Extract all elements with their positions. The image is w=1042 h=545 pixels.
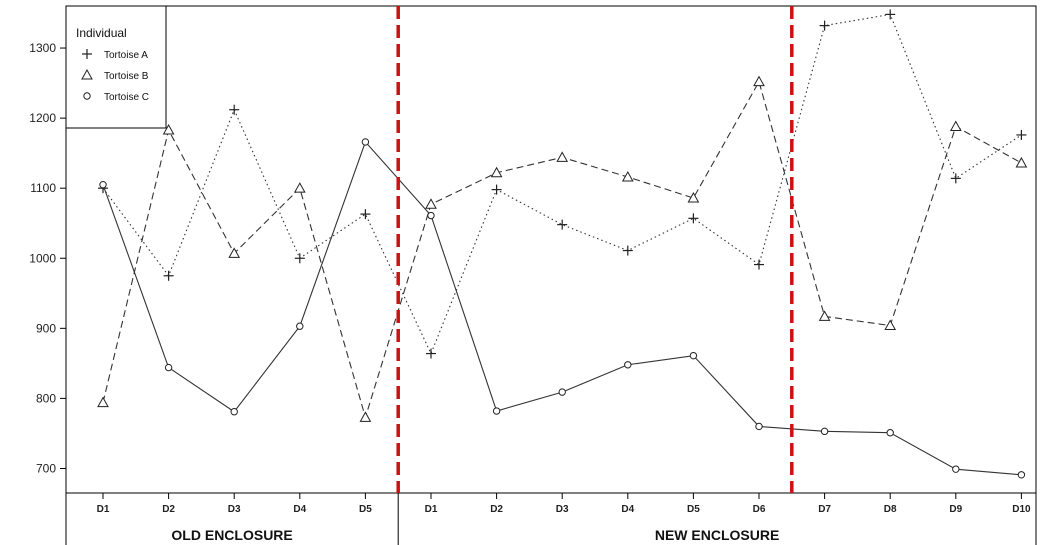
series-line-1	[102, 13, 1022, 355]
legend-marker	[82, 49, 92, 59]
series-line-2	[102, 80, 1022, 420]
y-tick-label: 1300	[29, 41, 56, 55]
legend-marker	[83, 92, 91, 100]
data-point	[621, 170, 634, 182]
data-point	[359, 411, 372, 422]
data-point	[818, 310, 831, 321]
data-point	[229, 104, 240, 115]
plot-frame	[65, 5, 1037, 494]
x-tick-label: D4	[293, 504, 306, 515]
data-point	[427, 211, 435, 220]
x-tick-label: D7	[818, 504, 831, 515]
data-point	[950, 173, 961, 184]
x-tick-label: D8	[884, 504, 897, 515]
legend-box	[65, 5, 167, 129]
y-tick-label: 1200	[29, 111, 56, 125]
group-label: OLD ENCLOSURE	[171, 527, 292, 543]
x-tick-label: D3	[228, 504, 241, 515]
data-point	[753, 75, 765, 87]
data-point	[949, 120, 962, 132]
legend-title: Individual	[76, 26, 127, 40]
data-point	[230, 408, 238, 416]
x-tick-label: D10	[1012, 504, 1031, 515]
data-point	[819, 20, 830, 31]
x-tick-label: D5	[687, 504, 700, 515]
data-point	[558, 388, 566, 396]
x-tick-label: D2	[162, 504, 175, 515]
separator-lines	[396, 6, 794, 493]
data-point	[360, 209, 371, 220]
data-point	[228, 247, 241, 258]
data-point	[687, 191, 700, 203]
data-point	[885, 9, 896, 20]
data-point	[492, 407, 501, 415]
data-point	[556, 151, 569, 162]
data-point	[884, 319, 897, 331]
y-axis: 700 800 900 1000 1100 1200 1300	[29, 41, 66, 475]
y-tick-label: 1100	[30, 181, 56, 195]
x-tick-label: D4	[621, 504, 634, 515]
data-point	[754, 259, 764, 270]
data-point	[622, 245, 633, 256]
data-point	[689, 351, 698, 360]
y-tick-label: 800	[36, 391, 56, 405]
data-point	[557, 219, 568, 230]
legend-label: Tortoise B	[104, 71, 149, 82]
y-tick-label: 700	[36, 461, 56, 475]
y-tick-label: 900	[36, 321, 56, 335]
x-tick-label: D1	[97, 504, 110, 515]
data-point	[425, 198, 437, 209]
data-point	[755, 422, 763, 431]
data-point	[361, 138, 370, 146]
data-point	[952, 465, 960, 473]
data-point	[491, 184, 502, 195]
data-point	[296, 322, 304, 330]
data-point	[886, 429, 894, 437]
data-point	[99, 180, 107, 189]
legend-marker	[81, 68, 93, 80]
data-point	[1016, 129, 1027, 140]
x-tick-label: D3	[556, 504, 569, 515]
legend-label: Tortoise C	[104, 92, 149, 103]
x-tick-label: D5	[359, 504, 372, 515]
data-point	[624, 361, 632, 369]
legend-label: Tortoise A	[104, 50, 148, 61]
data-point	[820, 427, 829, 436]
legend-items: Tortoise A Tortoise B Tortoise C	[81, 49, 149, 103]
group-label: NEW ENCLOSURE	[655, 527, 779, 543]
x-tick-label: D1	[425, 504, 438, 515]
series-layer	[97, 9, 1028, 479]
data-point	[1015, 156, 1028, 168]
data-point	[164, 363, 173, 372]
data-point	[1017, 471, 1026, 479]
data-point	[688, 213, 699, 224]
data-point	[162, 123, 175, 135]
data-point	[294, 253, 305, 264]
series-line-3	[102, 140, 1022, 476]
data-point	[293, 182, 306, 193]
data-point	[163, 270, 174, 281]
data-point	[426, 348, 436, 359]
x-tick-label: D2	[490, 504, 503, 515]
data-point	[490, 166, 503, 178]
data-point	[97, 396, 109, 408]
x-tick-label: D6	[753, 504, 766, 515]
x-axis: D1 D2 D3 D4 D5 D1 D2 D3 D4 D5 D6 D7 D8 D9 D10 OLD ENCLO…	[65, 493, 1037, 545]
x-tick-label: D9	[949, 504, 962, 515]
y-tick-label: 1000	[29, 251, 56, 265]
